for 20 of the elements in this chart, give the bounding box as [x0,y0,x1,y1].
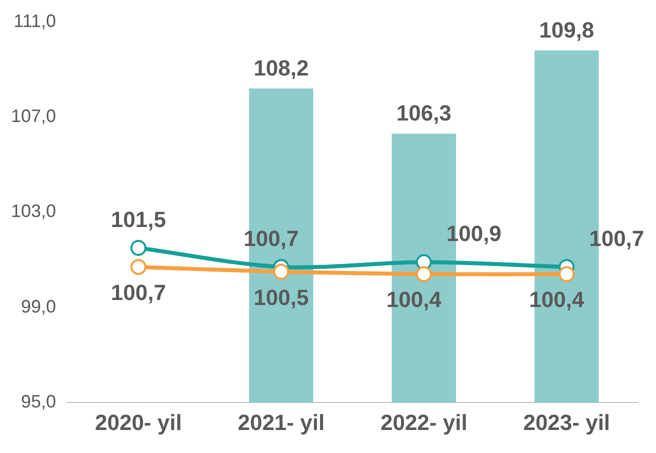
data-label: 101,5 [110,206,166,232]
y-tick-label: 99,0 [20,296,56,316]
data-label: 108,2 [254,56,309,81]
x-tick-label: 2020- yil [94,410,182,435]
point [558,266,575,282]
point [273,264,290,280]
x-tick-label: 2022- yil [380,410,468,435]
point [130,240,146,256]
y-tick-label: 103,0 [10,201,56,222]
y-tick-label: 107,0 [10,106,56,126]
data-label: 100,7 [110,280,166,306]
y-tick-label: 111,0 [14,10,56,31]
point [130,258,146,275]
point [416,266,432,282]
x-tick-label: 2021- yil [238,410,325,435]
data-label: 100,5 [254,284,309,310]
data-label: 106,3 [396,100,452,126]
x-tick-label: 2023- yil [523,410,610,435]
data-label: 109,8 [539,17,594,42]
y-tick-label: 95,0 [20,392,56,412]
